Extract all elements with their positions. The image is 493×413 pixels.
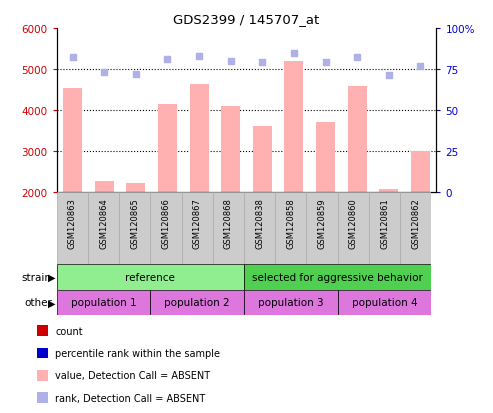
Bar <box>380 190 398 192</box>
Bar <box>88 192 119 264</box>
Point <box>69 55 76 62</box>
Bar <box>57 192 88 264</box>
Bar <box>37 325 48 336</box>
Text: other: other <box>24 298 52 308</box>
Bar <box>244 192 275 264</box>
Bar <box>369 192 400 264</box>
Text: selected for aggressive behavior: selected for aggressive behavior <box>252 272 423 282</box>
Point <box>132 71 140 78</box>
Text: GSM120867: GSM120867 <box>193 198 202 249</box>
Bar <box>213 192 244 264</box>
Bar <box>338 290 431 316</box>
Bar <box>253 127 272 192</box>
Bar <box>150 192 181 264</box>
Text: GSM120868: GSM120868 <box>224 198 233 249</box>
Point <box>417 63 424 70</box>
Point <box>100 70 108 76</box>
Text: ▶: ▶ <box>48 272 56 282</box>
Text: GSM120860: GSM120860 <box>349 198 358 249</box>
Point <box>290 50 298 57</box>
Bar <box>338 192 369 264</box>
Point <box>353 55 361 62</box>
Bar <box>244 290 338 316</box>
Title: GDS2399 / 145707_at: GDS2399 / 145707_at <box>174 13 319 26</box>
Bar <box>95 182 113 192</box>
Text: GSM120838: GSM120838 <box>255 198 264 249</box>
Bar <box>400 192 431 264</box>
Text: GSM120863: GSM120863 <box>68 198 77 249</box>
Text: percentile rank within the sample: percentile rank within the sample <box>55 348 220 358</box>
Text: GSM120866: GSM120866 <box>162 198 171 249</box>
Text: reference: reference <box>125 272 176 282</box>
Point <box>321 60 329 66</box>
Point <box>164 57 172 63</box>
Bar <box>37 348 48 358</box>
Text: ▶: ▶ <box>48 298 56 308</box>
Bar <box>411 152 430 192</box>
Point <box>227 58 235 65</box>
Bar <box>189 84 209 192</box>
Text: population 1: population 1 <box>70 298 137 308</box>
Text: value, Detection Call = ABSENT: value, Detection Call = ABSENT <box>55 370 211 380</box>
Bar <box>316 123 335 192</box>
Bar <box>126 183 145 192</box>
Bar <box>37 392 48 403</box>
Text: GSM120861: GSM120861 <box>380 198 389 249</box>
Bar <box>57 290 150 316</box>
Text: GSM120862: GSM120862 <box>411 198 420 249</box>
Text: GSM120858: GSM120858 <box>286 198 295 249</box>
Text: population 3: population 3 <box>258 298 324 308</box>
Bar <box>119 192 150 264</box>
Text: count: count <box>55 326 83 336</box>
Text: population 2: population 2 <box>164 298 230 308</box>
Text: strain: strain <box>22 272 52 282</box>
Point <box>258 60 266 66</box>
Point <box>385 73 393 80</box>
Text: GSM120864: GSM120864 <box>99 198 108 249</box>
Point <box>195 53 203 60</box>
Text: rank, Detection Call = ABSENT: rank, Detection Call = ABSENT <box>55 393 206 403</box>
Bar <box>150 290 244 316</box>
Bar <box>37 370 48 381</box>
Bar <box>284 62 304 192</box>
Text: GSM120865: GSM120865 <box>130 198 139 249</box>
Text: GSM120859: GSM120859 <box>317 198 326 248</box>
Text: population 4: population 4 <box>352 298 418 308</box>
Bar <box>57 264 244 290</box>
Bar <box>158 105 177 192</box>
Bar <box>181 192 213 264</box>
Bar <box>275 192 307 264</box>
Bar <box>221 107 240 192</box>
Bar <box>244 264 431 290</box>
Bar <box>307 192 338 264</box>
Bar <box>348 87 367 192</box>
Bar <box>63 89 82 192</box>
